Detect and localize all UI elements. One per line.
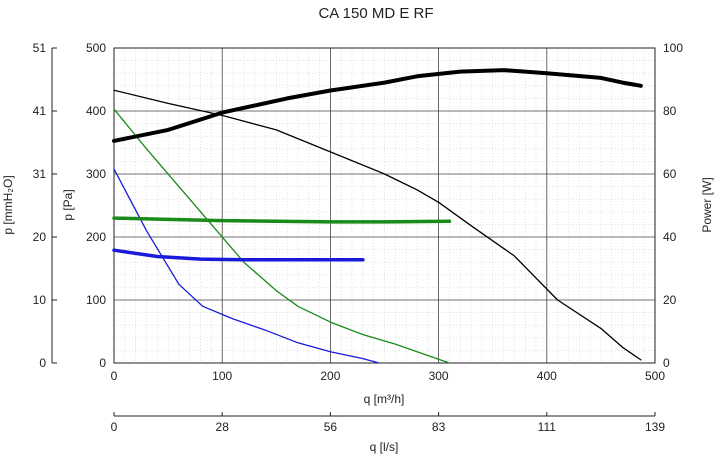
y-tick-label-pa: 400	[86, 104, 106, 118]
x-tick-label: 100	[212, 369, 232, 383]
x2-axis-label: q [l/s]	[370, 440, 399, 454]
y-axis-label-pa: p [Pa]	[61, 189, 75, 220]
series-line-pressure-min	[113, 168, 380, 364]
grid	[113, 47, 656, 364]
x2-tick-label: 83	[432, 420, 446, 434]
x-tick-label: 0	[111, 369, 118, 383]
x-axis-label: q [m³/h]	[364, 392, 405, 406]
x2-tick-label: 56	[324, 420, 338, 434]
y-tick-label-power: 40	[663, 230, 677, 244]
x2-tick-label: 139	[645, 420, 665, 434]
x2-tick-label: 28	[216, 420, 230, 434]
y-tick-label-power: 100	[663, 41, 683, 55]
y-tick-label-pa: 100	[86, 293, 106, 307]
x-tick-label: 400	[537, 369, 557, 383]
y-tick-label-pa: 500	[86, 41, 106, 55]
y-tick-label-mmh2o: 41	[33, 104, 47, 118]
x-tick-label: 500	[645, 369, 665, 383]
y-tick-label-pa: 200	[86, 230, 106, 244]
series-line-pressure-medium	[113, 108, 451, 364]
series-line-power-medium	[112, 216, 452, 224]
y-tick-label-mmh2o: 20	[33, 230, 47, 244]
y-tick-label-power: 60	[663, 167, 677, 181]
x2-tick-label: 111	[538, 420, 557, 434]
series-group	[112, 68, 643, 364]
y-tick-label-mmh2o: 51	[33, 41, 47, 55]
y-tick-label-mmh2o: 10	[33, 293, 47, 307]
y-tick-label-power: 0	[663, 356, 670, 370]
x-tick-label: 300	[429, 369, 449, 383]
y-tick-label-pa: 0	[99, 356, 106, 370]
x-tick-label: 200	[320, 369, 340, 383]
series-line-power-max	[112, 68, 643, 143]
y-tick-label-power: 20	[663, 293, 677, 307]
plot-frame	[113, 47, 656, 364]
series-line-power-min	[112, 248, 365, 262]
y-axis-label-mmh2o: p [mmH₂O]	[1, 175, 15, 234]
y-tick-label-pa: 300	[86, 167, 106, 181]
axes	[51, 47, 656, 417]
y-tick-label-power: 80	[663, 104, 677, 118]
y-axis-label-power: Power [W]	[700, 177, 714, 232]
y-tick-label-mmh2o: 31	[33, 167, 47, 181]
chart-title: CA 150 MD E RF	[318, 5, 433, 22]
y-tick-label-mmh2o: 0	[39, 356, 46, 370]
x2-tick-label: 0	[111, 420, 118, 434]
series-line-pressure-max	[113, 89, 642, 361]
